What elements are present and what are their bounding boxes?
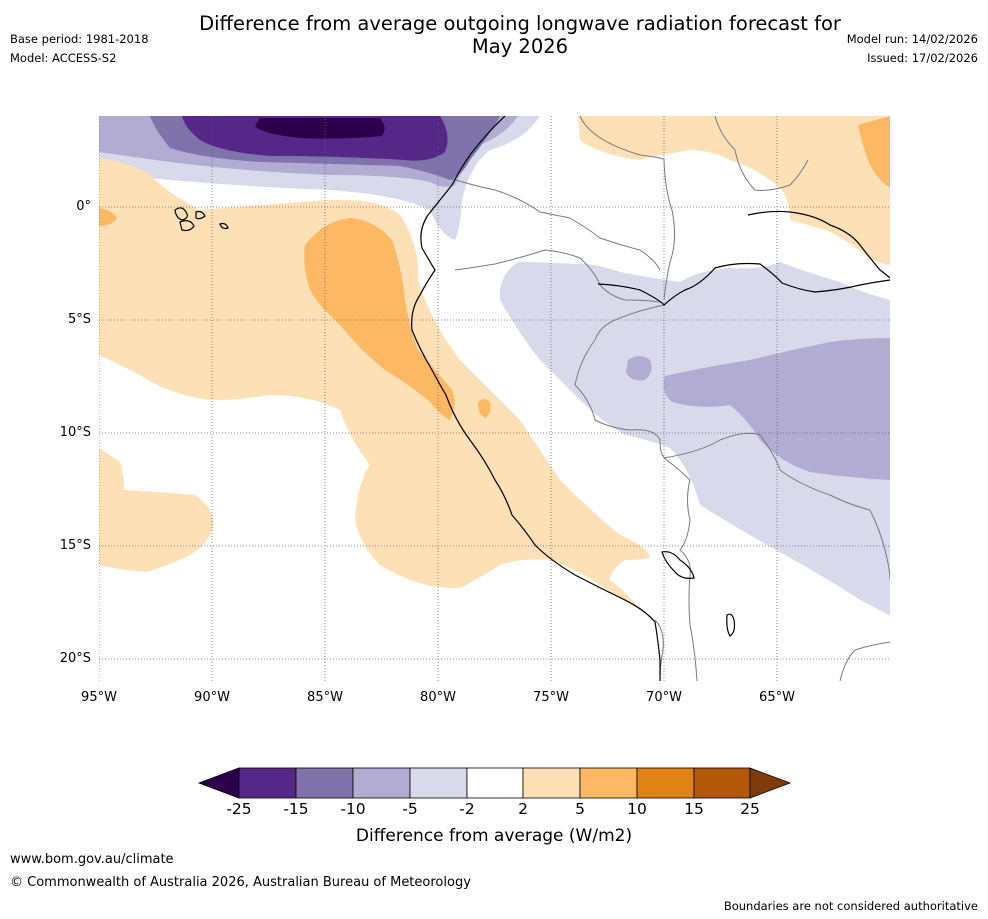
border-south-brazil	[839, 641, 890, 681]
colorbar-tick-4: -5	[402, 800, 418, 818]
colorbar-tick-9: 15	[684, 800, 704, 818]
colorbar-bin-1	[238, 767, 297, 799]
border-ecuador-peru	[454, 249, 661, 303]
map-fields	[99, 116, 890, 681]
title-line-2: May 2026	[471, 35, 569, 58]
anomaly-neg5-east	[663, 338, 890, 480]
disclaimer-text: Boundaries are not considered authoritat…	[723, 899, 978, 913]
model-name: Model: ACCESS-S2	[10, 51, 117, 65]
map-title: Difference from average outgoing longwav…	[0, 12, 988, 58]
lat-label-20s: 20°S	[59, 651, 91, 666]
anomaly-neg5-patch	[626, 356, 652, 381]
lon-label-85w: 85°W	[307, 690, 343, 705]
colorbar-label: Difference from average (W/m2)	[355, 826, 633, 846]
anomaly-pos5-west	[99, 208, 117, 226]
galapagos-1	[174, 207, 188, 221]
issued-date: Issued: 17/02/2026	[867, 51, 978, 65]
colorbar-tick-6: 2	[518, 800, 528, 818]
lon-label-80w: 80°W	[420, 690, 456, 705]
titicaca	[661, 551, 695, 579]
colorbar-tick-3: -10	[340, 800, 366, 818]
colorbar	[197, 767, 792, 799]
colorbar-tick-2: -15	[283, 800, 309, 818]
anomaly-pos5-northeast	[858, 116, 890, 188]
colorbar-tick-10: 25	[740, 800, 760, 818]
galapagos-3	[195, 210, 206, 220]
colorbar-tick-8: 10	[627, 800, 647, 818]
country-borders	[439, 116, 890, 681]
galapagos-4	[219, 222, 229, 230]
lon-label-95w: 95°W	[81, 690, 117, 705]
border-colombia-ecuador	[439, 174, 661, 271]
base-period: Base period: 1981-2018	[10, 32, 149, 46]
graticule	[99, 116, 890, 681]
lon-label-90w: 90°W	[194, 690, 230, 705]
lat-label-5s: 5°S	[67, 312, 91, 327]
lon-label-70w: 70°W	[646, 690, 682, 705]
colorbar-tick-5: -2	[459, 800, 475, 818]
colorbar-bin-4	[409, 767, 468, 799]
coast-amazon	[597, 262, 890, 306]
lat-label-15s: 15°S	[59, 538, 91, 553]
copyright-text: © Commonwealth of Australia 2026, Austra…	[10, 875, 471, 890]
lat-label-10s: 10°S	[59, 425, 91, 440]
model-run: Model run: 14/02/2026	[846, 32, 978, 46]
colorbar-extend-high	[749, 767, 792, 799]
colorbar-bin-7	[579, 767, 638, 799]
border-peru-brazil	[574, 304, 666, 459]
anomaly-pos5-patch	[478, 399, 491, 418]
galapagos-2	[179, 220, 195, 232]
colorbar-tick-7: 5	[575, 800, 585, 818]
coast-northeast	[747, 210, 890, 279]
colorbar-bin-6	[522, 767, 581, 799]
border-bolivia-brazil	[663, 432, 890, 581]
title-line-1: Difference from average outgoing longwav…	[199, 12, 841, 35]
coastlines	[174, 116, 890, 681]
right-meta: Model run: 14/02/2026 Issued: 17/02/2026	[847, 30, 978, 68]
colorbar-bin-9	[693, 767, 751, 799]
anomaly-pos2-southwest	[99, 448, 214, 572]
lake-poopo	[726, 613, 736, 637]
border-chile-bolivia	[688, 574, 698, 681]
lon-label-65w: 65°W	[759, 690, 795, 705]
colorbar-bin-8	[636, 767, 695, 799]
lat-label-0: 0°	[76, 199, 91, 214]
anomaly-pos2-northeast	[578, 116, 890, 265]
border-venezuela	[579, 116, 809, 191]
anomaly-neg25-north	[255, 118, 385, 139]
lon-label-75w: 75°W	[533, 690, 569, 705]
colorbar-bin-3	[352, 767, 411, 799]
anomaly-pos5-core	[304, 218, 455, 420]
colorbar-bin-2	[295, 767, 354, 799]
border-peru-bolivia	[663, 457, 691, 576]
website-link[interactable]: www.bom.gov.au/climate	[10, 852, 174, 867]
colorbar-extend-low	[197, 767, 240, 799]
coast-pacific	[411, 116, 661, 681]
anomaly-pos2-pacific	[99, 158, 650, 610]
colorbar-bin-5	[466, 767, 524, 799]
left-meta: Base period: 1981-2018 Model: ACCESS-S2	[10, 30, 149, 68]
colorbar-tick-1: -25	[226, 800, 252, 818]
border-colombia-brazil	[663, 159, 676, 301]
